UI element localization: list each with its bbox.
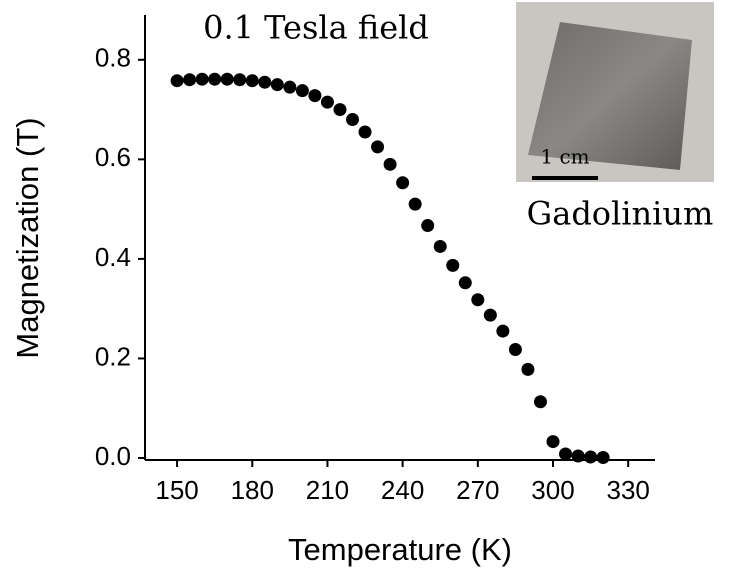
data-point — [571, 449, 585, 463]
data-point — [258, 75, 272, 89]
x-tick-label: 210 — [306, 475, 349, 505]
data-point — [446, 258, 460, 272]
data-point — [546, 435, 560, 449]
data-point — [408, 197, 422, 211]
data-point — [421, 219, 435, 233]
x-axis-label: Temperature (K) — [288, 532, 512, 567]
y-tick-label: 0.4 — [95, 242, 131, 272]
chart-title: 0.1 Tesla field — [203, 9, 429, 47]
data-point — [320, 95, 334, 109]
y-tick-label: 0.6 — [95, 142, 131, 172]
data-point — [458, 276, 472, 290]
data-point — [170, 74, 184, 88]
x-tick-label: 240 — [381, 475, 424, 505]
data-point — [295, 84, 309, 98]
data-point — [195, 72, 209, 86]
y-tick-label: 0.2 — [95, 341, 131, 371]
data-point — [471, 293, 485, 307]
x-tick-label: 180 — [231, 475, 274, 505]
data-point — [483, 308, 497, 322]
data-point — [396, 176, 410, 190]
x-tick-label: 150 — [155, 475, 198, 505]
data-point — [521, 362, 535, 376]
x-tick-label: 300 — [531, 475, 574, 505]
x-tick-label: 330 — [606, 475, 649, 505]
data-point — [233, 73, 247, 87]
data-point — [496, 324, 510, 338]
data-point — [283, 80, 297, 94]
data-point — [433, 239, 447, 253]
data-point — [183, 73, 197, 87]
y-tick-label: 0.8 — [95, 43, 131, 73]
data-point — [371, 140, 385, 154]
data-point — [208, 72, 222, 86]
data-point — [596, 451, 610, 465]
data-point — [358, 125, 372, 139]
data-point — [220, 72, 234, 86]
scale-label: 1 cm — [540, 145, 589, 169]
data-point — [383, 157, 397, 171]
inset-label: Gadolinium — [527, 195, 714, 233]
gadolinium-sheet — [528, 22, 692, 170]
data-point — [245, 74, 259, 88]
data-point — [308, 89, 322, 103]
y-axis-label: Magnetization (T) — [10, 117, 45, 358]
data-point — [346, 113, 360, 127]
x-tick-label: 270 — [456, 475, 499, 505]
data-point — [533, 395, 547, 409]
y-tick-label: 0.0 — [95, 441, 131, 471]
data-point — [559, 447, 573, 461]
data-point — [333, 103, 347, 117]
data-point — [270, 78, 284, 92]
data-point — [584, 450, 598, 464]
data-point — [508, 342, 522, 356]
